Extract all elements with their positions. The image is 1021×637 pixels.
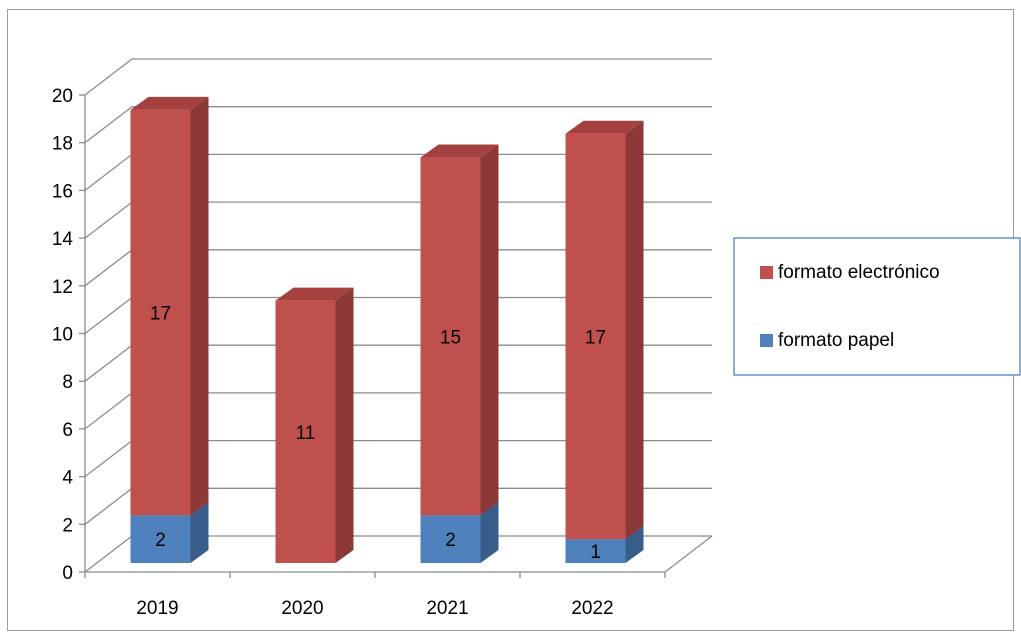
- data-label: 11: [296, 423, 316, 444]
- bar-front-formato-papel: [565, 539, 626, 563]
- gridline: [84, 58, 712, 96]
- bar-top-formato-electrónico: [565, 120, 644, 134]
- y-tick-label: 14: [52, 229, 74, 250]
- legend-label: formato papel: [778, 330, 894, 351]
- bar-side-formato-electrónico: [335, 287, 354, 563]
- y-tick-label: 6: [62, 420, 73, 441]
- data-label: 15: [440, 327, 461, 348]
- legend-box: [733, 237, 1021, 376]
- x-tick-label: 2020: [281, 598, 323, 619]
- bar-side-formato-papel: [480, 502, 499, 563]
- bar-side-formato-papel: [625, 526, 644, 563]
- bar-side-formato-electrónico: [480, 144, 499, 516]
- legend-swatch: [760, 266, 773, 279]
- gridline: [84, 106, 712, 144]
- y-tick-label: 4: [62, 468, 73, 489]
- bar-side-formato-papel: [190, 502, 209, 563]
- floor-right-edge: [664, 535, 713, 573]
- bar-front-formato-papel: [130, 515, 191, 563]
- y-tick-label: 16: [52, 181, 73, 202]
- x-tick-label: 2021: [426, 598, 468, 619]
- y-tick-label: 0: [62, 563, 73, 584]
- bar-top-formato-electrónico: [420, 144, 499, 158]
- y-tick-label: 8: [62, 372, 73, 393]
- y-tick-label: 10: [52, 325, 73, 346]
- bar-front-formato-electrónico: [420, 157, 481, 516]
- legend-swatch: [760, 334, 773, 347]
- data-label: 17: [585, 327, 606, 348]
- bar-front-formato-electrónico: [130, 109, 191, 516]
- x-tick-label: 2022: [571, 598, 613, 619]
- bar-front-formato-papel: [420, 515, 481, 563]
- data-label: 1: [590, 542, 601, 563]
- x-tick-label: 2019: [136, 598, 178, 619]
- bar-front-formato-electrónico: [565, 133, 626, 540]
- bar-front-formato-electrónico: [275, 300, 336, 563]
- y-tick-label: 18: [52, 134, 73, 155]
- bar-side-formato-electrónico: [625, 120, 644, 540]
- y-tick-label: 2: [62, 515, 73, 536]
- legend-label: formato electrónico: [778, 262, 940, 283]
- data-label: 2: [155, 530, 166, 551]
- y-tick-label: 20: [52, 86, 73, 107]
- y-tick-label: 12: [52, 277, 73, 298]
- data-label: 17: [150, 304, 171, 325]
- bar-top-formato-electrónico: [275, 287, 354, 301]
- data-label: 2: [445, 530, 456, 551]
- bar-top-formato-electrónico: [130, 96, 209, 110]
- bar-side-formato-electrónico: [190, 96, 209, 516]
